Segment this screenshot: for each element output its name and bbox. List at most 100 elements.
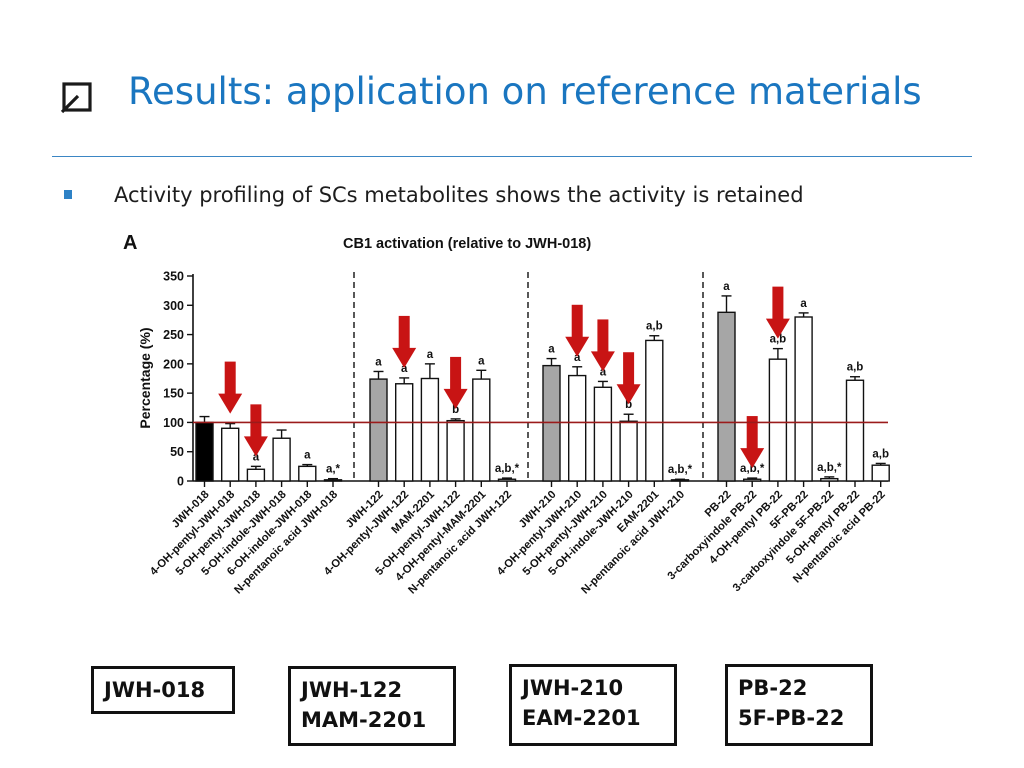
significance-label: a,b: [847, 362, 864, 374]
y-tick-label: 300: [163, 299, 184, 313]
bar: [593, 386, 613, 482]
compound-box-line: JWH-018: [104, 678, 206, 702]
compound-box-line: MAM-2201: [301, 708, 427, 732]
compound-box-jwh-210: JWH-210 EAM-2201: [509, 664, 677, 746]
significance-label: a: [723, 281, 730, 293]
y-tick-label: 150: [163, 387, 184, 401]
significance-label: a,b,*: [817, 462, 842, 474]
red-down-arrow-shaft: [224, 361, 236, 396]
bar: [323, 479, 343, 482]
red-down-arrow-shaft: [597, 319, 609, 354]
red-down-arrow: [565, 304, 590, 357]
significance-label: a: [548, 344, 555, 356]
bar: [645, 339, 664, 482]
red-down-arrow-head: [565, 336, 590, 357]
red-down-arrow: [443, 356, 468, 409]
red-down-arrow-head: [590, 351, 615, 372]
bar: [871, 464, 890, 482]
significance-label: a: [574, 352, 581, 364]
red-down-arrow-head: [243, 436, 268, 457]
red-down-arrow-head: [765, 318, 790, 339]
significance-label: b: [625, 399, 632, 411]
bar: [670, 479, 690, 482]
red-down-arrow-shaft: [746, 416, 758, 451]
significance-label: a: [375, 356, 382, 368]
panel-label: A: [123, 232, 137, 254]
y-tick-label: 200: [163, 357, 184, 371]
significance-label: a: [304, 450, 311, 462]
compound-box-line: JWH-122: [301, 678, 403, 702]
red-down-arrow: [218, 361, 243, 414]
title-bullet-icon: [60, 82, 94, 114]
bar: [845, 379, 865, 482]
square-bullet-icon: [64, 190, 72, 199]
y-tick-label: 100: [163, 416, 184, 430]
red-down-arrow-head: [740, 448, 765, 469]
significance-label: a: [401, 363, 408, 375]
red-down-arrow-head: [218, 393, 243, 414]
red-down-arrow-shaft: [250, 404, 262, 439]
red-down-arrow: [740, 416, 765, 469]
bar: [395, 383, 414, 482]
bar: [246, 468, 266, 482]
red-down-arrow-shaft: [623, 352, 635, 387]
significance-label: a,b,*: [668, 464, 693, 476]
significance-label: a,*: [326, 464, 341, 476]
red-down-arrow: [590, 319, 615, 372]
bar: [768, 358, 788, 482]
red-down-arrow-shaft: [571, 304, 583, 339]
significance-label: a,b: [646, 321, 663, 333]
red-down-arrow: [765, 286, 790, 339]
significance-label: a,b,*: [740, 463, 765, 475]
bar: [619, 420, 638, 482]
bar: [195, 421, 214, 482]
compound-box-line: JWH-210: [522, 676, 624, 700]
y-tick-label: 250: [163, 328, 184, 342]
compound-box-line: 5F-PB-22: [738, 706, 845, 730]
y-tick-label: 350: [163, 270, 184, 284]
bar: [446, 419, 465, 482]
bar: [820, 477, 839, 482]
compound-box-line: PB-22: [738, 676, 808, 700]
significance-label: a: [427, 349, 434, 361]
cb1-activation-chart: A CB1 activation (relative to JWH-018) P…: [123, 232, 890, 596]
red-down-arrow-shaft: [450, 356, 462, 391]
red-down-arrow: [616, 352, 641, 405]
bar: [497, 478, 517, 482]
red-down-arrow-head: [443, 388, 468, 409]
significance-label: a: [478, 355, 485, 367]
bar: [542, 364, 561, 482]
red-down-arrow-shaft: [398, 315, 410, 350]
significance-label: a: [800, 298, 807, 310]
red-down-arrow-head: [616, 384, 641, 405]
bar: [743, 478, 762, 482]
red-down-arrow-shaft: [772, 286, 784, 321]
bar: [568, 374, 587, 482]
slide-title: Results: application on reference materi…: [128, 70, 922, 113]
compound-box-jwh-018: JWH-018: [91, 666, 235, 714]
chart-title: CB1 activation (relative to JWH-018): [343, 236, 591, 252]
title-divider: [52, 156, 972, 157]
red-down-arrow: [243, 404, 268, 457]
bar: [472, 378, 491, 482]
red-down-arrow-head: [392, 347, 417, 368]
bullet-text: Activity profiling of SCs metabolites sh…: [114, 183, 804, 207]
bar: [717, 311, 736, 482]
compound-box-line: EAM-2201: [522, 706, 641, 730]
significance-label: b: [452, 404, 459, 416]
significance-label: a,b,*: [495, 463, 520, 475]
bar: [272, 437, 291, 482]
compound-box-pb-22: PB-22 5F-PB-22: [725, 664, 873, 746]
bar: [369, 378, 388, 482]
red-down-arrow: [392, 315, 417, 368]
compound-box-jwh-122: JWH-122 MAM-2201: [288, 666, 456, 746]
significance-label: a,b: [770, 334, 787, 346]
significance-label: a: [600, 366, 607, 378]
y-tick-label: 0: [177, 475, 184, 489]
bar: [220, 427, 240, 482]
bar: [420, 377, 440, 482]
y-tick-label: 50: [170, 445, 184, 459]
bar: [298, 465, 317, 482]
significance-label: a: [253, 451, 260, 463]
significance-label: a,b: [872, 448, 889, 460]
